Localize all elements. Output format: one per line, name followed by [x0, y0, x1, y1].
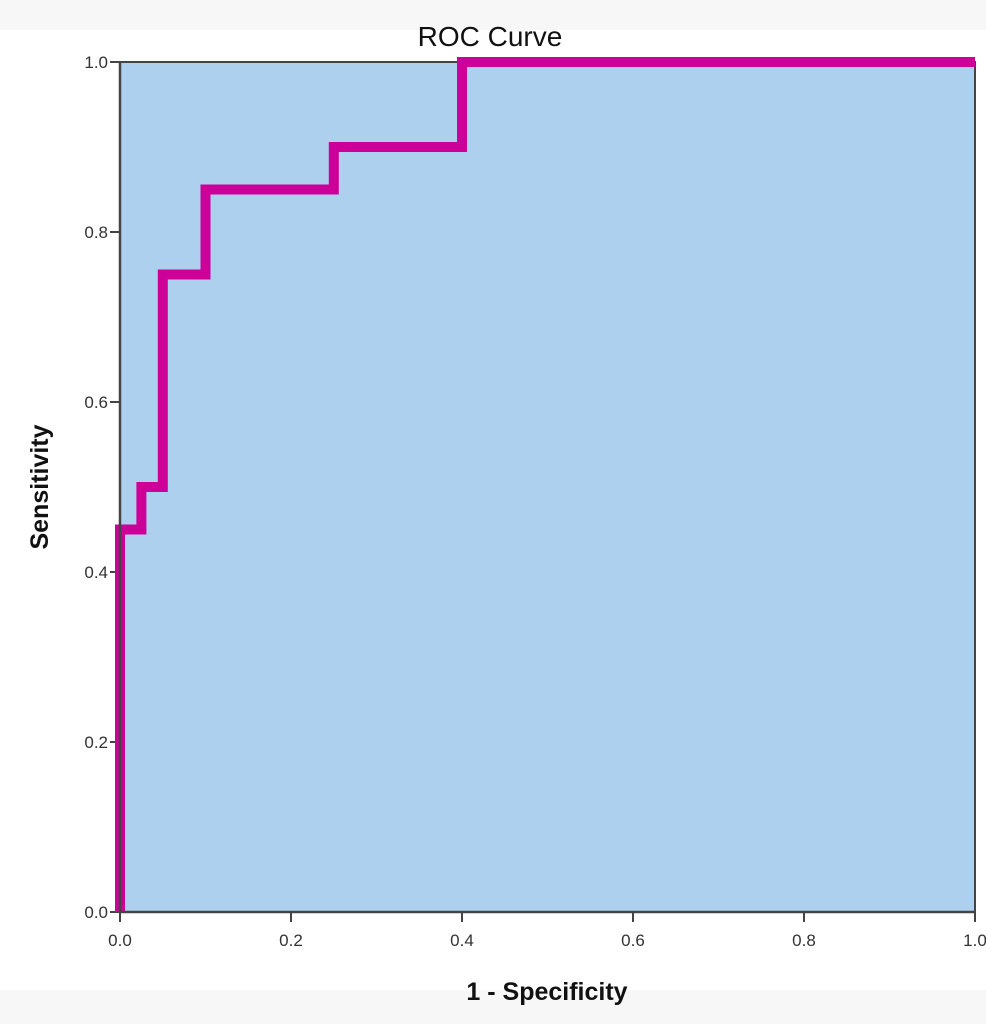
y-tick-label: 1.0 [84, 53, 108, 72]
x-axis-label: 1 - Specificity [466, 978, 627, 1006]
top-band [0, 0, 986, 30]
x-tick-label: 0.4 [450, 931, 474, 950]
y-tick-label: 0.0 [84, 903, 108, 922]
x-tick-label: 1.0 [963, 931, 986, 950]
roc-curve-line [115, 57, 975, 912]
y-axis-label: Sensitivity [26, 424, 54, 549]
y-tick-label: 0.4 [84, 563, 108, 582]
y-tick-label: 0.8 [84, 223, 108, 242]
axis-ticks: 0.0 0.2 0.4 0.6 0.8 1.0 0.0 0.2 0.4 0.6 0.8 1.0 [84, 53, 986, 950]
plot-area [119, 61, 976, 913]
x-tick-label: 0.2 [279, 931, 303, 950]
bottom-band [0, 990, 986, 1024]
x-tick-label: 0.0 [108, 931, 132, 950]
chart-title: ROC Curve [418, 21, 563, 52]
x-tick-label: 0.6 [621, 931, 645, 950]
y-tick-label: 0.2 [84, 733, 108, 752]
x-tick-label: 0.8 [792, 931, 816, 950]
y-tick-label: 0.6 [84, 393, 108, 412]
